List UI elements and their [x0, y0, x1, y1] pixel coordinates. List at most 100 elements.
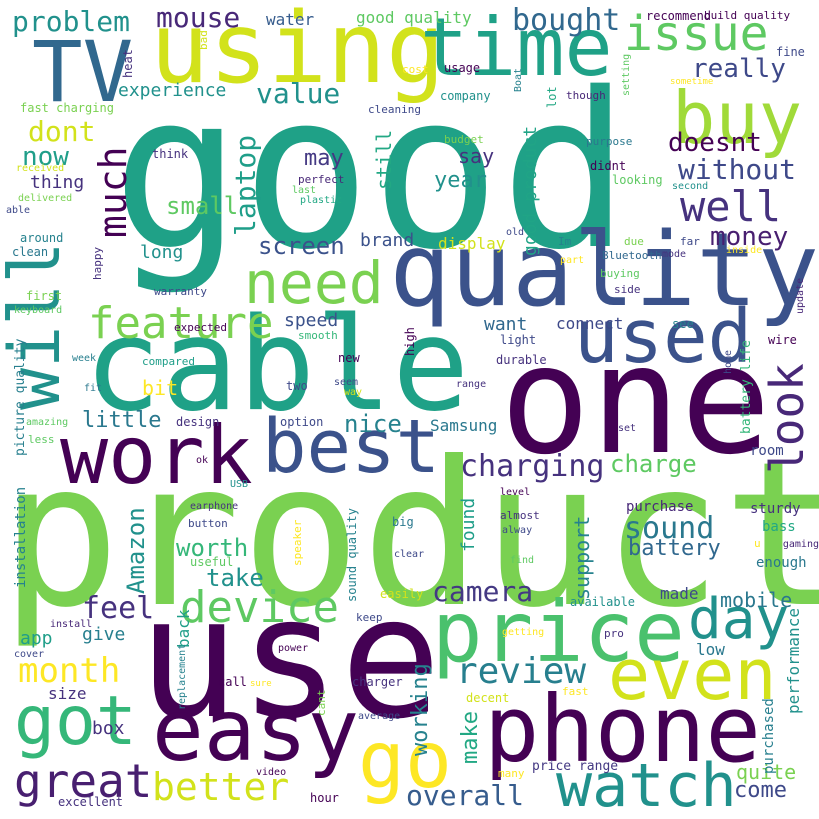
word: far [680, 235, 700, 248]
word: better [152, 765, 290, 809]
word: pro [604, 627, 624, 640]
word: keep [356, 611, 383, 624]
word: company [440, 89, 491, 103]
word: old [506, 227, 525, 238]
word: around [20, 231, 64, 245]
word: really [692, 54, 786, 84]
word: delivered [18, 193, 73, 204]
word: buy [672, 76, 803, 160]
word: gaming [782, 539, 819, 550]
word: fast charging [20, 101, 114, 115]
word: overall [406, 779, 525, 812]
word: bad [197, 30, 210, 50]
word: mobile [720, 588, 793, 612]
word: hour [310, 791, 339, 805]
word: charger [352, 675, 403, 689]
word: way [344, 387, 363, 398]
word: speaker [291, 519, 304, 566]
word: day [688, 587, 790, 652]
word: clear [394, 549, 425, 560]
word: find [510, 555, 535, 566]
word: working [408, 663, 433, 756]
word: buying [600, 267, 640, 280]
word: water [266, 10, 315, 29]
word: make [458, 711, 483, 764]
word: picture quality [13, 338, 28, 456]
word: now [22, 142, 69, 172]
word: button [188, 517, 228, 530]
word: cost [402, 63, 429, 76]
word: brand [360, 230, 415, 251]
word: first [26, 289, 63, 303]
word: Boat [513, 67, 524, 92]
word: build quality [704, 9, 791, 22]
word: home [723, 349, 734, 374]
word: fit [84, 383, 103, 394]
word: using [150, 0, 446, 106]
word: week [72, 353, 97, 364]
word: need [244, 249, 384, 317]
word: bass [762, 519, 796, 535]
word: getting [502, 627, 545, 638]
word: heat [121, 49, 135, 78]
word: good quality [356, 8, 472, 27]
word: low [696, 640, 725, 659]
word: useful [190, 555, 234, 569]
word: recommend [646, 9, 712, 23]
word: speed [284, 310, 339, 331]
word: cover [14, 649, 45, 660]
word: update [795, 277, 806, 314]
word: battery life [739, 340, 754, 434]
word: fine [776, 45, 805, 59]
word: purchased [761, 698, 777, 774]
word: good [112, 46, 630, 297]
word: laptop [229, 134, 262, 236]
word: mode [662, 249, 687, 260]
word: setting [621, 53, 632, 96]
word: due [624, 235, 644, 248]
word: screen [258, 232, 345, 260]
word: charging [460, 449, 605, 484]
word: budget [444, 133, 484, 146]
word: one [500, 314, 771, 488]
word: purchase [626, 499, 694, 515]
word: Samsung [430, 416, 498, 435]
word: long [140, 242, 184, 263]
word: display [438, 234, 506, 253]
word: keyboard [14, 305, 63, 316]
word: month [18, 651, 121, 691]
word: alway [502, 525, 533, 536]
word: design [176, 415, 220, 429]
word: great [14, 754, 153, 808]
word: side [614, 283, 641, 296]
word: device [180, 582, 339, 633]
word: video [256, 767, 287, 778]
word: clean [12, 245, 49, 259]
word: connect [556, 314, 624, 333]
word: performance [784, 608, 803, 714]
word: want [484, 314, 528, 335]
word: install [50, 619, 93, 630]
word: quality [389, 211, 819, 330]
word: price [432, 583, 685, 681]
word: experience [118, 80, 227, 101]
word: without [678, 153, 797, 186]
word: much [91, 146, 135, 238]
word: earphone [190, 501, 239, 512]
word: give [82, 624, 126, 645]
word: easily [380, 587, 424, 601]
word: compared [142, 355, 195, 368]
word: come [734, 778, 787, 803]
word: inside [726, 245, 763, 256]
word: part [560, 255, 585, 266]
word: enough [756, 555, 807, 571]
word: review [456, 651, 587, 692]
word: usage [444, 61, 481, 75]
word: almost [500, 509, 540, 522]
word: see [672, 317, 694, 331]
word: wire [768, 333, 797, 347]
word: didnt [590, 159, 627, 173]
word: feel [82, 591, 155, 626]
word: quite [736, 760, 797, 784]
